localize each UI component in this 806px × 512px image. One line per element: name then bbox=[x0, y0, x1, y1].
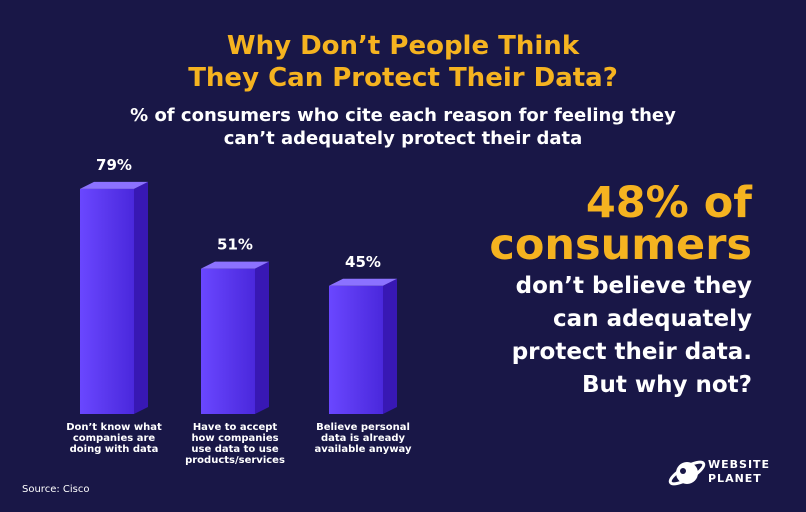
subtitle-line-2: can’t adequately protect their data bbox=[223, 128, 583, 149]
bar-front bbox=[201, 268, 255, 414]
callout-text: don’t believe they can adequately protec… bbox=[511, 273, 752, 398]
callout-headline-line-1: 48% of bbox=[585, 178, 752, 228]
bar-top bbox=[80, 181, 148, 189]
bar-value-label: 79% bbox=[96, 156, 132, 174]
bar-side bbox=[255, 261, 269, 414]
bar-front bbox=[329, 285, 383, 414]
title-line-1: Why Don’t People Think bbox=[226, 31, 580, 61]
chart-subtitle: % of consumers who cite each reason for … bbox=[0, 104, 806, 150]
bar-side bbox=[383, 278, 397, 414]
callout: 48% of consumers don’t believe they can … bbox=[489, 182, 752, 402]
callout-headline-line-2: consumers bbox=[489, 220, 752, 270]
source-note: Source: Cisco bbox=[22, 484, 90, 495]
bar-top bbox=[329, 278, 397, 286]
website-planet-logo: WEBSITE PLANET bbox=[668, 452, 788, 492]
category-label: Don’t know what companies are doing with… bbox=[66, 422, 162, 455]
category-label: Have to accept how companies use data to… bbox=[185, 422, 285, 466]
planet-icon bbox=[668, 460, 706, 486]
bar-front bbox=[80, 188, 134, 414]
logo-text: WEBSITE PLANET bbox=[708, 458, 771, 485]
category-label: Believe personal data is already availab… bbox=[314, 422, 412, 455]
bar-3 bbox=[329, 278, 397, 414]
bar-2 bbox=[201, 261, 269, 414]
chart-title: Why Don’t People Think They Can Protect … bbox=[0, 30, 806, 94]
bar-top bbox=[201, 261, 269, 269]
bar-side bbox=[134, 181, 148, 414]
bar-value-label: 45% bbox=[345, 253, 381, 271]
title-line-2: They Can Protect Their Data? bbox=[188, 63, 618, 93]
subtitle-line-1: % of consumers who cite each reason for … bbox=[130, 105, 676, 126]
bar-value-label: 51% bbox=[217, 236, 253, 254]
bar-1 bbox=[80, 181, 148, 414]
